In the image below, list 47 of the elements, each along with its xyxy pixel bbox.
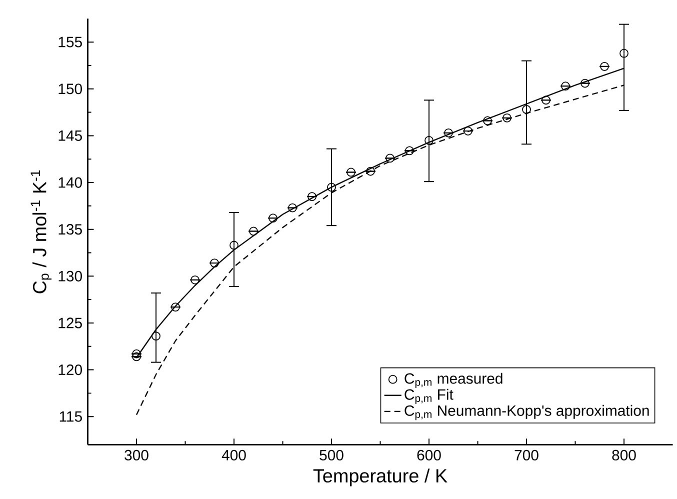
point [308, 192, 316, 202]
point [346, 168, 356, 177]
y-axis-title: C$_{p}$ / J mol$^{-1}$ K$^{-1}$ [30, 170, 52, 294]
point [600, 62, 609, 71]
y-tick-label: 150 [58, 84, 82, 94]
legend-label: C$_{p,m}$ measured [404, 372, 502, 388]
point [268, 214, 278, 223]
point [249, 226, 258, 236]
point [542, 96, 550, 105]
point [580, 78, 590, 88]
point [386, 154, 394, 163]
x-tick-label: 300 [124, 450, 148, 460]
point [171, 302, 180, 312]
point [502, 113, 512, 122]
x-tick-label: 600 [417, 450, 441, 460]
x-tick-label: 700 [514, 450, 538, 460]
x-tick-label: 800 [612, 450, 636, 460]
point [620, 48, 628, 58]
point [366, 166, 375, 176]
point [464, 126, 472, 136]
point [190, 275, 200, 284]
x-tick-label: 400 [222, 450, 246, 460]
y-tick-label: 125 [58, 318, 82, 328]
point [424, 136, 434, 145]
y-tick-label: 140 [58, 177, 82, 188]
point [405, 146, 414, 156]
legend-label: C$_{p,m}$ Fit [404, 388, 454, 404]
point [561, 82, 570, 91]
point [288, 203, 297, 212]
point [327, 182, 336, 192]
legend-label: C$_{p,m}$ Neumann-Kopp's approximation [404, 404, 649, 420]
point [210, 258, 219, 268]
y-tick-label: 135 [58, 224, 82, 235]
point [522, 105, 531, 114]
point [230, 240, 238, 250]
point [152, 332, 160, 341]
y-tick-label: 115 [60, 411, 82, 422]
y-tick-label: 155 [58, 36, 82, 48]
y-tick-label: 130 [58, 270, 82, 282]
point [132, 352, 141, 362]
point [483, 116, 492, 126]
x-axis-title: Temperature / K [313, 468, 448, 486]
y-tick-label: 120 [58, 364, 82, 376]
point [132, 349, 141, 358]
point [444, 128, 453, 138]
x-tick-label: 500 [320, 450, 344, 460]
y-tick-label: 145 [58, 130, 82, 141]
